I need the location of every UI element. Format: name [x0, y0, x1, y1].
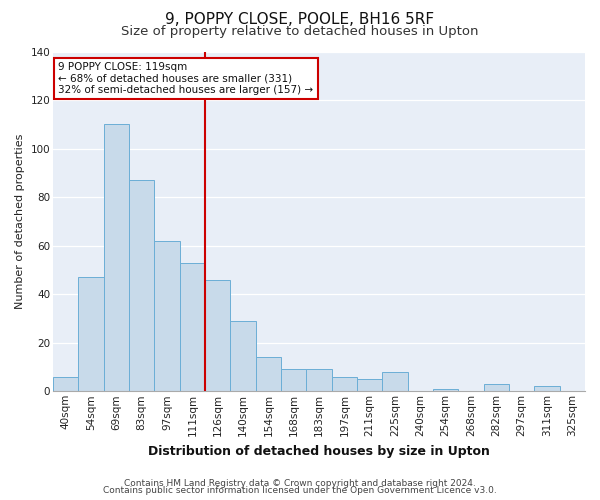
Bar: [433, 389, 458, 392]
Text: 9, POPPY CLOSE, POOLE, BH16 5RF: 9, POPPY CLOSE, POOLE, BH16 5RF: [166, 12, 434, 28]
Text: Contains HM Land Registry data © Crown copyright and database right 2024.: Contains HM Land Registry data © Crown c…: [124, 478, 476, 488]
Bar: [230, 321, 256, 392]
Bar: [129, 180, 154, 392]
Text: Contains public sector information licensed under the Open Government Licence v3: Contains public sector information licen…: [103, 486, 497, 495]
Text: Size of property relative to detached houses in Upton: Size of property relative to detached ho…: [121, 25, 479, 38]
Text: 9 POPPY CLOSE: 119sqm
← 68% of detached houses are smaller (331)
32% of semi-det: 9 POPPY CLOSE: 119sqm ← 68% of detached …: [58, 62, 314, 95]
Y-axis label: Number of detached properties: Number of detached properties: [15, 134, 25, 309]
Bar: [53, 376, 79, 392]
Bar: [484, 384, 509, 392]
Bar: [357, 379, 382, 392]
Bar: [256, 358, 281, 392]
Bar: [180, 262, 205, 392]
Bar: [535, 386, 560, 392]
Bar: [104, 124, 129, 392]
Bar: [382, 372, 407, 392]
Bar: [307, 370, 332, 392]
Bar: [79, 277, 104, 392]
Bar: [332, 376, 357, 392]
X-axis label: Distribution of detached houses by size in Upton: Distribution of detached houses by size …: [148, 444, 490, 458]
Bar: [205, 280, 230, 392]
Bar: [281, 370, 307, 392]
Bar: [154, 241, 180, 392]
